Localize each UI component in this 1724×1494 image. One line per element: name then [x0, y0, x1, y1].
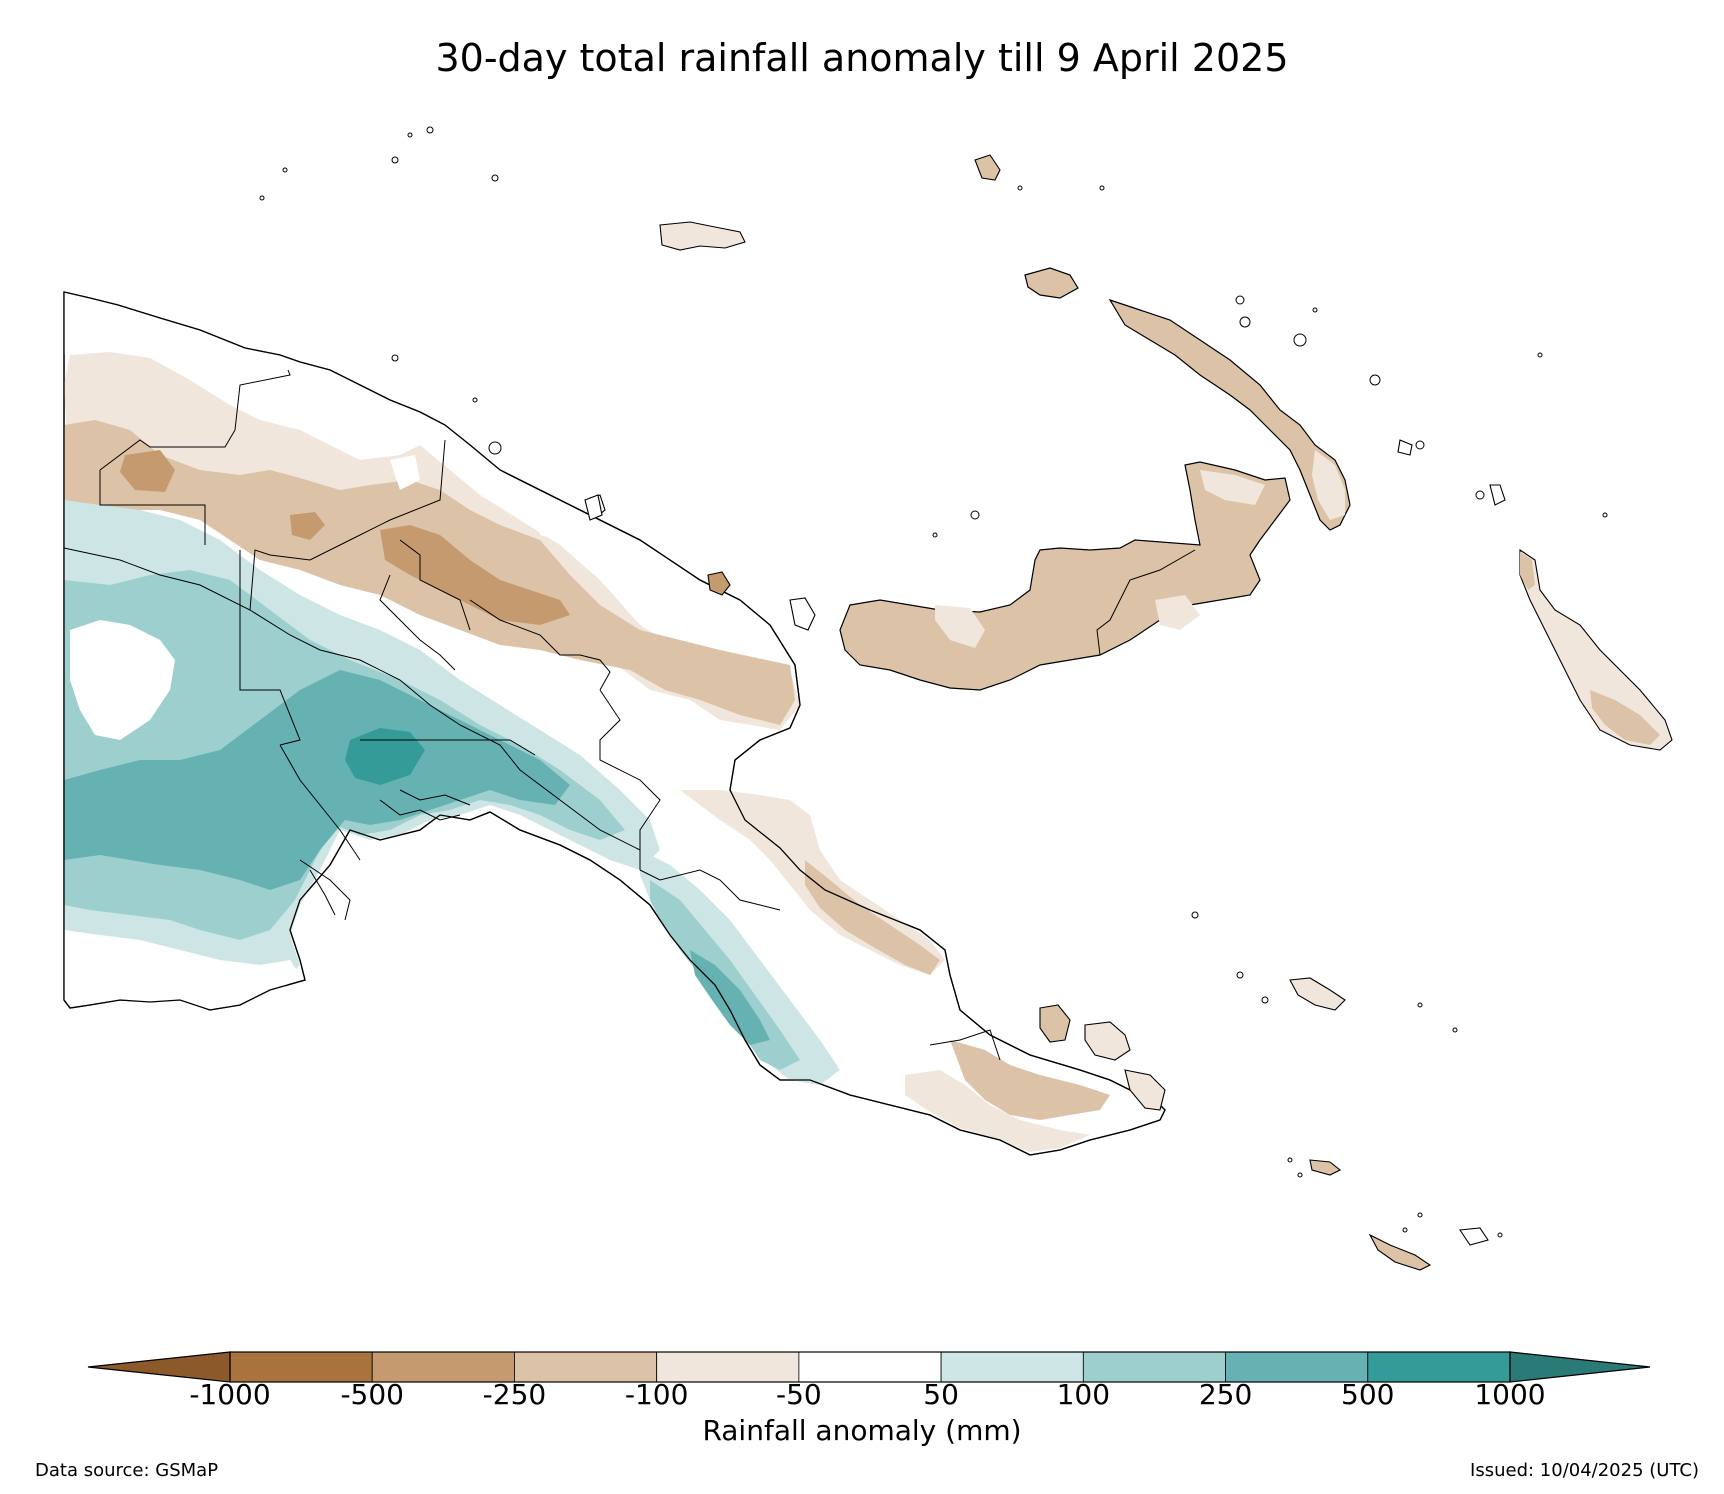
- woodlark: [1309, 1159, 1342, 1176]
- buka-dry: [1520, 552, 1535, 590]
- rossel: [1368, 1233, 1432, 1271]
- colorbar-tick-label: -1000: [189, 1378, 271, 1411]
- colorbar-tick-label: -250: [482, 1378, 547, 1411]
- wet-mid-peninsula: [690, 950, 770, 1045]
- neutral-north-coast: [64, 292, 520, 485]
- bougainville: [1519, 548, 1673, 751]
- island-karkar: [707, 571, 731, 596]
- wet-strong-core: [345, 728, 425, 785]
- new-britain-light-3: [1200, 470, 1265, 505]
- bougainville-dry: [1590, 690, 1660, 745]
- colorbar-label: Rainfall anomaly (mm): [702, 1414, 1022, 1447]
- fergusson: [1084, 1021, 1131, 1061]
- new-britain-light-1: [935, 605, 985, 648]
- islet-far-se: [1459, 1227, 1489, 1246]
- map-title: 30-day total rainfall anomaly till 9 Apr…: [435, 36, 1289, 80]
- wet-mid-south: [64, 670, 570, 890]
- dry-strong-sepik: [290, 512, 325, 540]
- colorbar-bin: [1367, 1351, 1511, 1383]
- province-boundaries: [63, 369, 1001, 1061]
- trobriand: [1289, 977, 1346, 1011]
- goodenough: [1039, 1004, 1071, 1043]
- mainland-coastline: [63, 291, 1166, 1156]
- new-britain: [839, 461, 1291, 691]
- neutral-west-pocket: [70, 620, 175, 740]
- dry-peninsula: [805, 860, 940, 975]
- colorbar-tick-label: -100: [624, 1378, 689, 1411]
- colorbar-tick-label: 1000: [1474, 1378, 1546, 1411]
- island-right-1: [1397, 439, 1413, 456]
- colorbar-bin: [514, 1351, 658, 1383]
- colorbar-frame: [229, 1351, 1511, 1383]
- new-britain-line: [1096, 549, 1196, 656]
- island-long: [789, 597, 816, 631]
- neutral-south-coast: [64, 930, 300, 1010]
- colorbar-bin: [1082, 1351, 1226, 1383]
- new-britain-light-2: [1155, 595, 1200, 630]
- colorbar-bins: [229, 1351, 1511, 1383]
- new-ireland: [1024, 267, 1351, 531]
- river-delta: [299, 789, 471, 921]
- colorbar-tick-label: 100: [1056, 1378, 1111, 1411]
- colorbar-tick-label: 50: [923, 1378, 959, 1411]
- islets: [259, 126, 1608, 1238]
- colorbar-tick-label: -50: [776, 1378, 822, 1411]
- issued-date: Issued: 10/04/2025 (UTC): [1470, 1460, 1699, 1481]
- wet-light-peninsula: [640, 850, 840, 1085]
- dry-strong-north: [380, 525, 570, 625]
- new-ireland-light: [1312, 450, 1345, 520]
- neutral-north-gap2: [535, 500, 575, 540]
- southeast-islands: [1039, 977, 1489, 1271]
- mainland: [63, 291, 1166, 1156]
- manus: [659, 221, 746, 251]
- lihir: [1489, 484, 1506, 506]
- colorbar-tick-label: 500: [1341, 1378, 1395, 1411]
- north-islands: [259, 126, 1673, 1238]
- dry-peninsula-east: [950, 1040, 1110, 1120]
- data-source: Data source: GSMaP: [35, 1460, 219, 1481]
- colorbar-tick-label: 250: [1198, 1378, 1253, 1411]
- new-hanover: [1024, 267, 1079, 299]
- neutral-north-gap: [390, 455, 420, 490]
- colorbar-tick-label: -500: [340, 1378, 404, 1411]
- normanby: [1124, 1069, 1166, 1111]
- dry-light-peninsula-east: [905, 1070, 1090, 1152]
- rainfall-anomaly-map: [63, 126, 1673, 1271]
- island-ne-1: [974, 154, 1001, 181]
- dry-strong-west: [120, 450, 175, 492]
- island-left-1: [584, 494, 603, 521]
